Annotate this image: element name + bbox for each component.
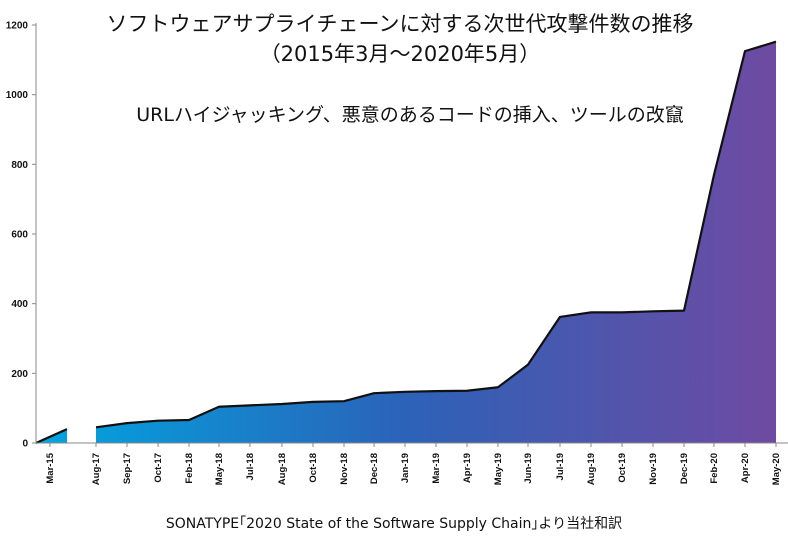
x-axis: Mar-15 Aug-17 Sep-17 Oct-17 Feb-18 May-18 Jul-…: [36, 442, 788, 485]
x-tick-label: Aug-17: [91, 453, 102, 485]
x-tick-label: Dec-18: [369, 453, 380, 484]
y-tick-label: 1200: [6, 21, 29, 32]
x-tick-label: Feb-18: [184, 453, 195, 484]
x-tick-label: Jul-18: [245, 453, 256, 480]
y-axis: 0 200 400 600 800 1000 1200: [6, 21, 37, 450]
series-line-2: [95, 40, 777, 429]
y-tick-label: 200: [11, 369, 28, 380]
y-tick-label: 0: [22, 439, 28, 450]
x-tick-label: Oct-19: [617, 453, 628, 483]
x-tick-label: Feb-20: [709, 453, 720, 484]
x-tick-label: Oct-18: [308, 453, 319, 483]
x-tick-label: May-20: [771, 453, 782, 485]
x-tick-label: Sep-17: [122, 453, 133, 484]
x-tick-label: Mar-19: [431, 453, 442, 484]
source-note: SONATYPE｢2020 State of the Software Supp…: [165, 516, 623, 532]
chart-title: ソフトウェアサプライチェーンに対する次世代攻撃件数の推移: [106, 12, 694, 36]
x-tick-label: May-18: [214, 453, 225, 485]
x-tick-label: Apr-19: [462, 453, 473, 483]
area-segment-2: [96, 41, 776, 443]
x-tick-label: Oct-17: [153, 453, 164, 483]
plot-area: [35, 40, 777, 445]
x-tick-label: Nov-19: [648, 453, 659, 485]
chart-annotation: URLハイジャッキング、悪意のあるコードの挿入、ツールの改竄: [136, 104, 684, 126]
series-line-1: [35, 428, 68, 445]
y-tick-label: 600: [11, 230, 28, 241]
y-tick-label: 400: [11, 299, 28, 310]
x-tick-label: Nov-18: [339, 453, 350, 485]
x-tick-label: Jun-19: [523, 453, 534, 484]
x-tick-label: Dec-19: [679, 453, 690, 484]
x-tick-label: Apr-20: [740, 453, 751, 483]
x-tick-label: Jan-19: [400, 453, 411, 483]
x-tick-label: Aug-18: [277, 453, 288, 485]
x-tick-label: Aug-19: [586, 453, 597, 485]
x-tick-label: May-19: [493, 453, 504, 485]
chart-subtitle: （2015年3月～2020年5月）: [259, 42, 541, 66]
y-tick-label: 1000: [6, 90, 29, 101]
y-tick-label: 800: [11, 160, 28, 171]
x-tick-label: Jul-19: [555, 453, 566, 480]
x-tick-label: Mar-15: [45, 452, 56, 483]
